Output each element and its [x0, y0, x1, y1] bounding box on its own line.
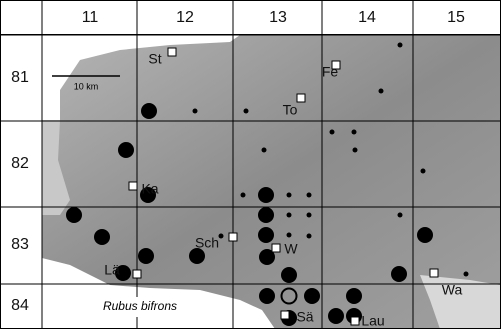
- page: {"map": { "columns": ["11", "12", "13", …: [0, 0, 502, 329]
- row-label: 81: [11, 69, 29, 86]
- scale-label: 10 km: [74, 81, 99, 91]
- species-label: Rubus bifrons: [103, 299, 177, 313]
- town-label: St: [148, 51, 161, 67]
- town-label: Fe: [322, 64, 339, 80]
- distribution-map: 11 12 13 14 15 81 82 83 84 10 km St Fe T…: [0, 0, 502, 329]
- town-label: Sä: [296, 309, 313, 325]
- town-label: To: [283, 102, 298, 118]
- column-label: 15: [447, 9, 465, 26]
- row-label: 82: [11, 155, 29, 172]
- row-label: 84: [11, 297, 29, 314]
- column-label: 13: [269, 9, 287, 26]
- column-label: 14: [358, 9, 376, 26]
- header-bg: [1, 1, 501, 35]
- column-label: 12: [176, 9, 194, 26]
- town-label: Lau: [361, 313, 384, 329]
- town-label: Wa: [442, 282, 463, 298]
- row-label: 83: [11, 236, 29, 253]
- town-label: Sch: [195, 235, 219, 251]
- town-label: W: [284, 241, 298, 257]
- column-label: 11: [82, 9, 99, 26]
- town-label: Ka: [141, 181, 158, 197]
- town-label: Lä: [104, 262, 120, 278]
